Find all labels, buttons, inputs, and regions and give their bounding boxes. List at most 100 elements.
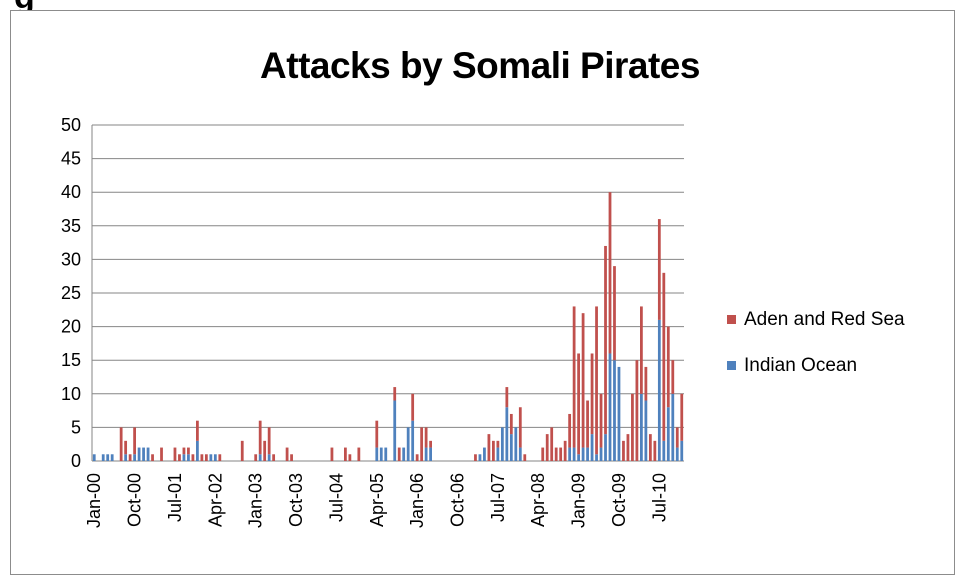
bar-aden-red-sea	[393, 387, 397, 401]
bar-aden-red-sea	[509, 413, 513, 435]
bar-indian-ocean	[187, 454, 190, 461]
bar-indian-ocean	[379, 447, 383, 461]
legend-swatch-aden	[727, 315, 736, 324]
bar-aden-red-sea	[204, 454, 208, 461]
y-tick-label: 45	[61, 149, 81, 169]
legend-item-indian: Indian Ocean	[727, 351, 905, 380]
bar-aden-red-sea	[285, 447, 289, 461]
y-tick-label: 15	[61, 350, 81, 370]
x-tick-label: Jan-06	[407, 473, 427, 528]
bar-aden-red-sea	[344, 447, 347, 461]
bar-aden-red-sea	[173, 447, 177, 461]
bar-indian-ocean	[213, 454, 217, 461]
bar-indian-ocean	[478, 454, 482, 461]
bar-aden-red-sea	[411, 393, 415, 421]
bar-indian-ocean	[509, 434, 513, 461]
bar-aden-red-sea	[357, 447, 361, 461]
bar-aden-red-sea	[182, 447, 186, 455]
bar-aden-red-sea	[523, 454, 527, 461]
bar-aden-red-sea	[563, 440, 567, 461]
bar-indian-ocean	[402, 447, 406, 461]
bar-indian-ocean	[406, 427, 410, 461]
bar-aden-red-sea	[397, 447, 401, 461]
bar-aden-red-sea	[595, 306, 598, 455]
x-tick-label: Oct-00	[125, 473, 145, 527]
bar-indian-ocean	[604, 434, 607, 461]
bar-aden-red-sea	[133, 427, 136, 455]
bar-indian-ocean	[662, 440, 666, 461]
bar-indian-ocean	[590, 434, 594, 461]
y-tick-label: 50	[61, 115, 81, 135]
bar-aden-red-sea	[541, 447, 545, 461]
bar-indian-ocean	[617, 366, 621, 461]
bar-indian-ocean	[608, 353, 612, 461]
bar-aden-red-sea	[662, 272, 666, 441]
bar-indian-ocean	[196, 440, 199, 461]
chart-title: Attacks by Somali Pirates	[260, 45, 700, 86]
bar-aden-red-sea	[613, 266, 616, 361]
y-tick-label: 5	[71, 417, 81, 437]
bar-indian-ocean	[106, 454, 110, 461]
bar-indian-ocean	[640, 393, 643, 461]
bar-aden-red-sea	[604, 245, 607, 435]
bar-aden-red-sea	[191, 454, 195, 461]
bar-aden-red-sea	[272, 454, 276, 461]
bar-aden-red-sea	[187, 447, 190, 455]
bar-indian-ocean	[393, 400, 397, 461]
bar-indian-ocean	[424, 447, 428, 461]
bar-indian-ocean	[101, 454, 105, 461]
bar-indian-ocean	[518, 447, 522, 461]
bar-aden-red-sea	[631, 393, 634, 461]
bar-indian-ocean	[581, 447, 585, 461]
bar-aden-red-sea	[263, 440, 267, 461]
bar-indian-ocean	[384, 447, 388, 461]
bar-aden-red-sea	[290, 454, 293, 461]
bar-indian-ocean	[429, 447, 432, 461]
bar-aden-red-sea	[559, 447, 563, 461]
bar-aden-red-sea	[348, 454, 352, 461]
bar-aden-red-sea	[429, 440, 432, 448]
bar-indian-ocean	[568, 447, 572, 461]
bar-aden-red-sea	[568, 413, 572, 448]
bar-indian-ocean	[110, 454, 114, 461]
bar-aden-red-sea	[420, 427, 424, 461]
bar-aden-red-sea	[124, 440, 128, 455]
bar-aden-red-sea	[375, 420, 379, 448]
bar-aden-red-sea	[474, 454, 477, 461]
bar-aden-red-sea	[608, 192, 612, 354]
bar-aden-red-sea	[675, 427, 679, 448]
bar-aden-red-sea	[635, 360, 639, 461]
bar-indian-ocean	[500, 427, 504, 461]
bar-aden-red-sea	[671, 360, 675, 394]
bar-indian-ocean	[577, 454, 580, 461]
bar-indian-ocean	[133, 454, 136, 461]
x-tick-label: Jul-04	[326, 473, 346, 522]
bar-indian-ocean	[92, 454, 96, 461]
y-tick-label: 20	[61, 317, 81, 337]
bar-aden-red-sea	[487, 434, 491, 461]
y-tick-label: 25	[61, 283, 81, 303]
bar-aden-red-sea	[196, 420, 199, 441]
x-tick-label: Jan-09	[569, 473, 589, 528]
y-tick-label: 40	[61, 182, 81, 202]
y-tick-label: 35	[61, 216, 81, 236]
bar-indian-ocean	[483, 447, 486, 461]
legend-swatch-indian	[727, 361, 736, 370]
bar-aden-red-sea	[657, 219, 661, 320]
bar-aden-red-sea	[240, 440, 244, 461]
bar-aden-red-sea	[653, 440, 657, 461]
bar-indian-ocean	[675, 447, 679, 461]
bar-aden-red-sea	[640, 306, 643, 394]
bar-aden-red-sea	[415, 454, 419, 461]
legend-item-aden: Aden and Red Sea	[727, 305, 905, 334]
x-tick-label: Jul-07	[488, 473, 508, 522]
bar-aden-red-sea	[128, 454, 132, 461]
x-tick-label: Apr-02	[205, 473, 225, 527]
legend: Aden and Red Sea Indian Ocean	[727, 305, 905, 397]
y-tick-label: 10	[61, 384, 81, 404]
bar-aden-red-sea	[550, 427, 554, 461]
bar-aden-red-sea	[496, 440, 500, 448]
bar-indian-ocean	[411, 420, 415, 461]
bar-aden-red-sea	[554, 447, 558, 461]
bar-aden-red-sea	[572, 306, 576, 448]
